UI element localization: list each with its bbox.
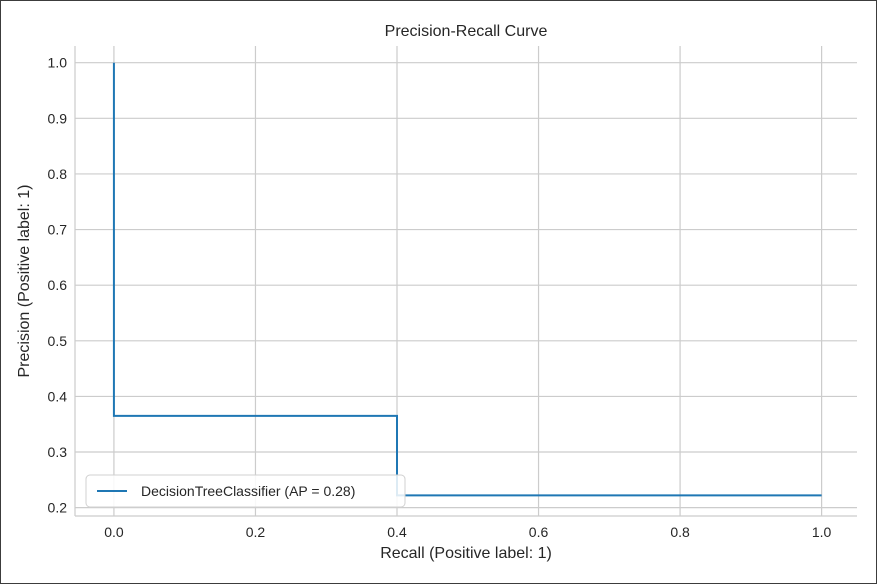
x-tick-label: 1.0 — [812, 524, 832, 540]
y-tick-label: 1.0 — [48, 55, 68, 71]
pr-curve-line — [112, 62, 822, 497]
x-tick-label: 0.6 — [529, 524, 549, 540]
chart-title: Precision-Recall Curve — [385, 23, 548, 40]
series-layer — [112, 62, 822, 497]
x-axis-label: Recall (Positive label: 1) — [380, 545, 552, 562]
x-tick-label: 0.2 — [246, 524, 266, 540]
legend-box — [85, 474, 406, 508]
legend-label: DecisionTreeClassifier (AP = 0.28) — [141, 483, 355, 499]
y-tick-label: 0.3 — [48, 444, 68, 460]
x-tick-label: 0.0 — [104, 524, 124, 540]
axes: 0.0 0.2 0.4 0.6 0.8 1.0 0.2 0.3 0.4 0.5 0.6 0.7 0.8 0… — [48, 46, 857, 540]
y-tick-label: 0.5 — [48, 333, 68, 349]
y-tick-label: 0.7 — [48, 222, 68, 238]
y-tick-label: 0.4 — [48, 388, 68, 404]
y-tick-label: 0.2 — [48, 500, 68, 516]
legend: DecisionTreeClassifier (AP = 0.28) — [85, 474, 406, 508]
x-tick-label: 0.8 — [670, 524, 690, 540]
grid — [75, 46, 857, 516]
y-tick-label: 0.6 — [48, 277, 68, 293]
y-tick-label: 0.9 — [48, 110, 68, 126]
y-axis-label: Precision (Positive label: 1) — [16, 185, 33, 378]
x-tick-label: 0.4 — [387, 524, 407, 540]
y-tick-label: 0.8 — [48, 166, 68, 182]
